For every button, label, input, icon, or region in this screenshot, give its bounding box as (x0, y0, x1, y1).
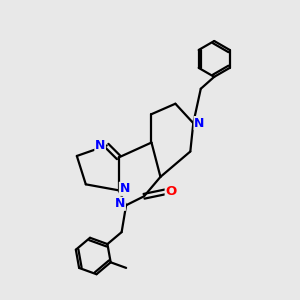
Text: N: N (95, 139, 105, 152)
Text: N: N (119, 182, 130, 195)
Text: O: O (165, 185, 176, 198)
Text: N: N (115, 197, 125, 210)
Text: N: N (194, 117, 205, 130)
